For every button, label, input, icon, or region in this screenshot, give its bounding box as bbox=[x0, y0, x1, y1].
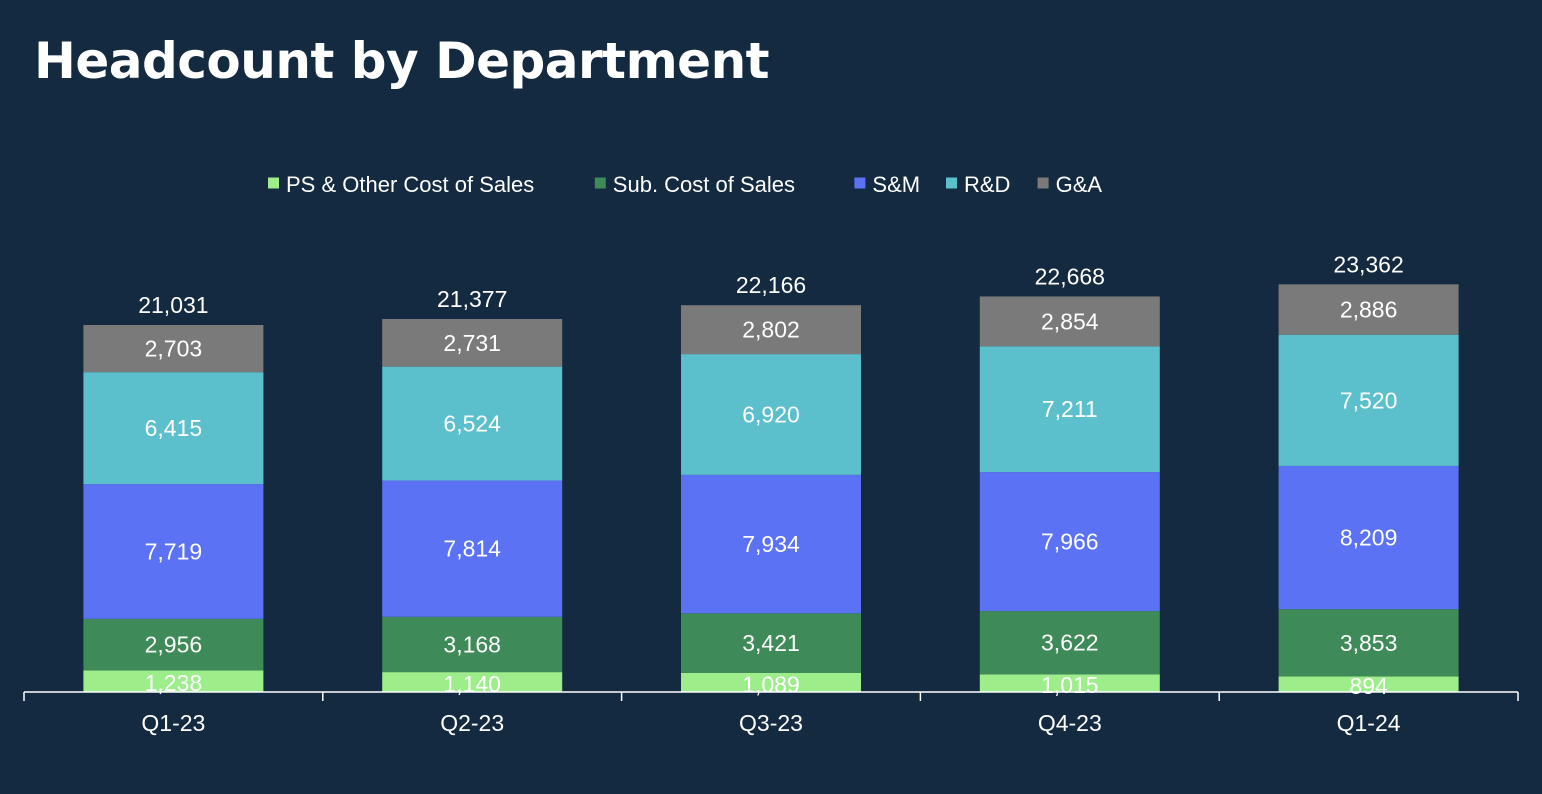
bar-segment bbox=[1278, 334, 1459, 466]
segment-value-label: 8,209 bbox=[1340, 525, 1398, 551]
segment-value-label: 1,015 bbox=[1041, 672, 1099, 698]
segment-value-label: 3,421 bbox=[742, 630, 800, 656]
bar-stack bbox=[382, 318, 563, 692]
total-value-label: 22,166 bbox=[736, 272, 806, 298]
segment-value-label: 2,854 bbox=[1041, 308, 1099, 334]
segment-value-label: 7,966 bbox=[1041, 529, 1099, 555]
bar-segment bbox=[83, 484, 264, 619]
bar-segment bbox=[382, 366, 563, 481]
total-value-label: 23,362 bbox=[1333, 251, 1403, 277]
bar-segment bbox=[1278, 465, 1459, 610]
legend-swatch bbox=[594, 177, 606, 189]
bar-segment bbox=[681, 613, 861, 673]
chart-title: Headcount by Department bbox=[34, 32, 770, 90]
segment-value-label: 2,802 bbox=[742, 317, 800, 343]
x-tick-label: Q4-23 bbox=[1038, 710, 1102, 736]
legend-item: PS & Other Cost of Sales bbox=[268, 172, 534, 197]
legend-item: Sub. Cost of Sales bbox=[594, 172, 795, 197]
segment-value-label: 7,934 bbox=[742, 531, 800, 557]
bar-segment bbox=[83, 372, 264, 485]
segment-value-label: 7,211 bbox=[1042, 396, 1098, 422]
legend-swatch bbox=[268, 177, 279, 189]
bar-segment bbox=[979, 674, 1160, 692]
bar-stack bbox=[83, 325, 264, 692]
legend-label: PS & Other Cost of Sales bbox=[286, 172, 534, 197]
legend-swatch bbox=[1037, 177, 1049, 189]
x-tick-label: Q3-23 bbox=[739, 710, 803, 736]
bar-stack bbox=[681, 305, 861, 692]
bar-segment bbox=[681, 672, 861, 692]
segment-value-label: 894 bbox=[1349, 673, 1388, 699]
bar-segment bbox=[382, 672, 563, 692]
bar-segment bbox=[83, 618, 264, 671]
legend-item: R&D bbox=[946, 172, 1010, 197]
bar-segment bbox=[83, 670, 264, 692]
legend-item: G&A bbox=[1037, 172, 1103, 197]
segment-value-label: 7,814 bbox=[443, 536, 501, 562]
bar-segment bbox=[1278, 609, 1459, 677]
bar-segment bbox=[1278, 284, 1459, 335]
total-value-label: 21,031 bbox=[138, 292, 208, 318]
segment-value-label: 6,415 bbox=[145, 415, 203, 441]
total-value-label: 21,377 bbox=[437, 286, 507, 312]
segment-value-label: 1,089 bbox=[742, 671, 800, 697]
segment-value-label: 1,140 bbox=[443, 671, 501, 697]
legend-item: S&M bbox=[854, 172, 920, 197]
segment-value-label: 3,853 bbox=[1340, 630, 1398, 656]
bar-segment bbox=[382, 480, 563, 617]
legend-swatch bbox=[854, 177, 866, 189]
legend-label: S&M bbox=[872, 172, 920, 197]
segment-value-label: 2,956 bbox=[145, 632, 203, 658]
segment-value-label: 7,520 bbox=[1340, 387, 1398, 413]
legend-label: G&A bbox=[1056, 172, 1103, 197]
bar-segment bbox=[681, 474, 861, 614]
x-tick-label: Q2-23 bbox=[440, 710, 504, 736]
bar-segment bbox=[382, 616, 563, 673]
segment-value-label: 2,703 bbox=[145, 336, 203, 362]
bar-stack bbox=[979, 296, 1160, 692]
total-value-label: 22,668 bbox=[1035, 263, 1105, 289]
legend-label: R&D bbox=[964, 172, 1010, 197]
bar-segment bbox=[979, 472, 1160, 612]
segment-value-label: 3,622 bbox=[1041, 630, 1099, 656]
segment-value-label: 6,524 bbox=[443, 411, 501, 437]
bar-segment bbox=[979, 611, 1160, 675]
bar-stack bbox=[1278, 284, 1459, 692]
segment-value-label: 3,168 bbox=[443, 631, 501, 657]
bar-segment bbox=[382, 318, 563, 367]
x-tick-label: Q1-24 bbox=[1337, 710, 1401, 736]
segment-value-label: 7,719 bbox=[145, 538, 203, 564]
bar-segment bbox=[979, 346, 1160, 473]
segment-value-label: 2,886 bbox=[1340, 297, 1398, 323]
segment-value-label: 6,920 bbox=[742, 401, 800, 427]
segment-value-label: 2,731 bbox=[443, 330, 501, 356]
legend-label: Sub. Cost of Sales bbox=[613, 172, 795, 197]
bar-segment bbox=[83, 325, 264, 373]
bar-segment bbox=[1278, 676, 1459, 692]
bar-segment bbox=[979, 296, 1160, 347]
legend-swatch bbox=[946, 177, 957, 189]
bar-segment bbox=[681, 354, 861, 475]
x-tick-label: Q1-23 bbox=[141, 710, 205, 736]
bar-segment bbox=[681, 305, 861, 355]
